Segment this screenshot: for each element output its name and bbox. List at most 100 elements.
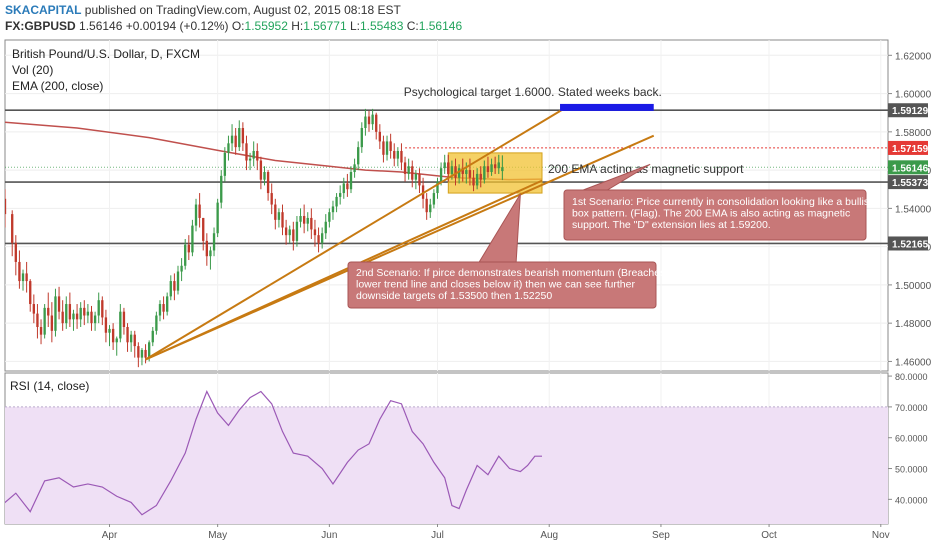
psychological-target-bar[interactable] [560,103,654,111]
candle[interactable] [104,309,108,343]
candle[interactable] [50,302,54,343]
candle[interactable] [367,110,371,132]
candle[interactable] [353,158,356,178]
candle[interactable] [385,135,389,161]
candle[interactable] [284,219,288,245]
candle[interactable] [281,204,284,236]
candle[interactable] [140,348,144,366]
candle[interactable] [155,311,158,335]
candle[interactable] [486,156,490,178]
candle[interactable] [18,250,21,289]
candle[interactable] [429,198,432,218]
candle[interactable] [180,258,183,282]
candle[interactable] [220,170,223,209]
candle[interactable] [65,296,68,329]
candle[interactable] [191,219,194,257]
candle[interactable] [54,288,57,337]
candle[interactable] [277,208,281,228]
candle[interactable] [468,158,472,186]
candle[interactable] [360,122,363,153]
candle[interactable] [292,221,295,251]
candle[interactable] [245,135,248,171]
candle[interactable] [72,309,75,331]
candle[interactable] [158,300,162,322]
candle[interactable] [97,292,100,324]
candle[interactable] [310,208,313,239]
candle[interactable] [266,170,270,201]
candle[interactable] [173,273,176,301]
candle[interactable] [335,193,338,213]
price-level-tag[interactable] [888,103,928,118]
candle[interactable] [25,261,28,293]
candle[interactable] [346,173,349,197]
ema-support-note[interactable]: 200 EMA acting as magnetic support [548,162,744,176]
candle[interactable] [39,319,43,345]
candle[interactable] [371,108,374,130]
candle[interactable] [465,162,468,184]
publisher-name[interactable]: SKACAPITAL [5,3,82,17]
candle[interactable] [137,342,140,368]
candle[interactable] [324,214,327,239]
candle[interactable] [378,124,381,150]
instrument-title[interactable]: British Pound/U.S. Dollar, D, FXCM [12,47,201,61]
candle[interactable] [198,193,201,228]
trend-line[interactable] [145,108,565,361]
price-level-tag[interactable] [888,175,928,190]
candle[interactable] [230,124,234,151]
candle[interactable] [75,304,79,329]
candle[interactable] [443,154,446,174]
candle[interactable] [162,296,165,320]
candle[interactable] [501,155,504,181]
candle[interactable] [14,235,17,276]
price-level-tag[interactable] [888,236,928,251]
candle[interactable] [11,210,14,257]
candle[interactable] [61,300,64,331]
candle[interactable] [475,168,479,190]
candle[interactable] [349,166,353,194]
candle[interactable] [457,164,461,184]
candle[interactable] [396,147,400,167]
scenario2-callout[interactable] [347,261,657,309]
price-level-tag[interactable] [888,140,928,155]
candle[interactable] [29,279,32,312]
candle[interactable] [184,238,187,270]
candle[interactable] [436,177,439,199]
candle[interactable] [129,330,133,352]
candle[interactable] [238,120,241,151]
candle[interactable] [295,216,299,247]
candle[interactable] [483,160,486,184]
candle[interactable] [57,286,61,320]
candle[interactable] [270,183,273,215]
candle[interactable] [403,156,407,182]
candle[interactable] [133,330,136,358]
candle[interactable] [259,156,263,190]
candle[interactable] [68,292,72,327]
rsi-indicator-label[interactable]: RSI (14, close) [10,379,90,393]
candle[interactable] [108,325,111,347]
candle[interactable] [342,177,345,199]
candle[interactable] [454,158,457,186]
candle[interactable] [357,141,360,171]
candle[interactable] [223,147,227,182]
candle[interactable] [382,135,385,163]
candle[interactable] [169,275,172,301]
candle[interactable] [119,304,122,343]
candle[interactable] [375,112,378,140]
candle[interactable] [328,208,331,228]
candle[interactable] [227,135,230,161]
candle[interactable] [79,302,82,327]
rsi-line[interactable] [1,390,543,516]
candle[interactable] [425,193,428,220]
candle[interactable] [32,294,36,324]
candle[interactable] [209,246,212,270]
candle[interactable] [248,152,252,171]
candle[interactable] [115,336,118,356]
candle[interactable] [490,158,493,176]
symbol-label[interactable]: FX:GBPUSD [5,19,76,33]
candle[interactable] [432,189,436,209]
ema-indicator-label[interactable]: EMA (200, close) [12,79,104,93]
candle[interactable] [4,189,7,228]
candle[interactable] [407,158,410,180]
candle[interactable] [176,265,180,295]
